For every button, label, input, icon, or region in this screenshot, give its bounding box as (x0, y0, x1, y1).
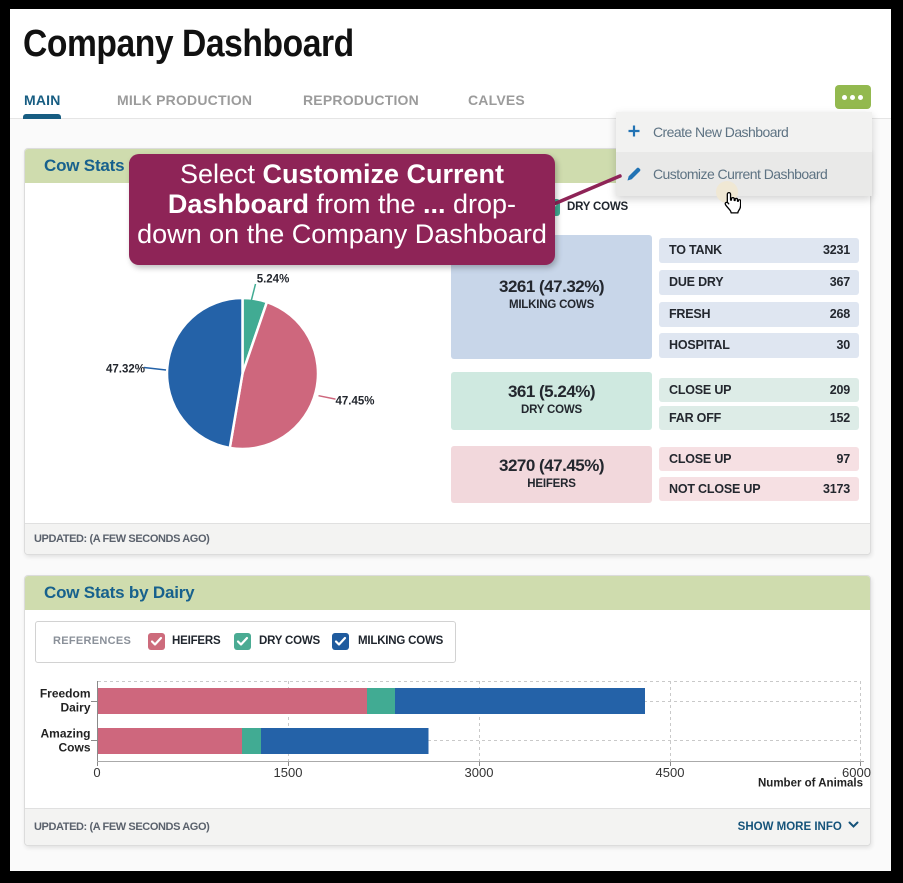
svg-text:Number of Animals: Number of Animals (758, 778, 863, 790)
svg-text:4500: 4500 (656, 765, 685, 780)
svg-text:5.24%: 5.24% (257, 274, 290, 286)
svg-text:0: 0 (93, 765, 100, 780)
svg-text:Dairy: Dairy (60, 701, 90, 715)
svg-text:6000: 6000 (842, 765, 871, 780)
svg-text:1500: 1500 (274, 765, 303, 780)
svg-text:47.45%: 47.45% (335, 396, 374, 408)
svg-text:Amazing: Amazing (40, 727, 90, 741)
svg-text:47.32%: 47.32% (106, 364, 145, 376)
svg-text:3000: 3000 (465, 765, 494, 780)
svg-text:Freedom: Freedom (40, 687, 91, 701)
svg-text:Cows: Cows (58, 741, 90, 755)
